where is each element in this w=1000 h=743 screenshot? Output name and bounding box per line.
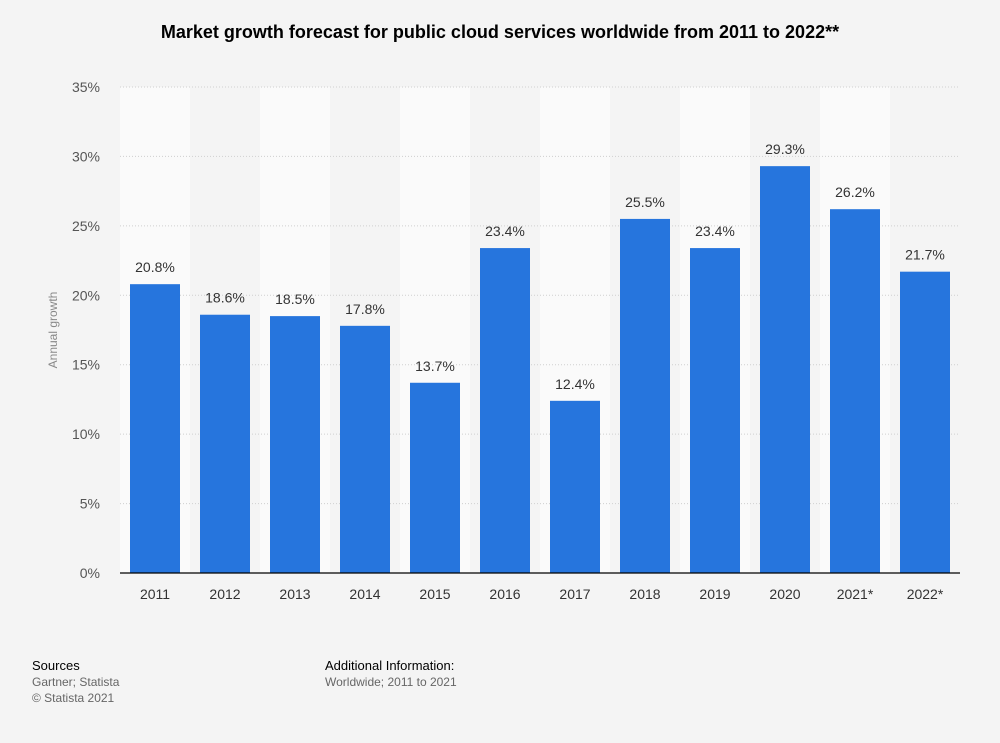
additional-info-line: Worldwide; 2011 to 2021 xyxy=(325,675,457,689)
y-tick-label: 0% xyxy=(80,565,100,581)
x-tick-label: 2016 xyxy=(489,586,520,602)
chart-title: Market growth forecast for public cloud … xyxy=(160,22,840,42)
x-tick-label: 2021* xyxy=(837,586,874,602)
bar xyxy=(830,209,880,574)
data-label: 13.7% xyxy=(415,358,455,374)
bar xyxy=(340,325,390,573)
bar xyxy=(760,166,810,574)
bar-chart: 0% 5% 10% 15% 20% 25% 30% 35% Annual growth 20.8%… xyxy=(46,79,960,602)
data-label: 21.7% xyxy=(905,247,945,263)
x-tick-label: 2019 xyxy=(699,586,730,602)
x-tick-label: 2011 xyxy=(140,586,170,602)
bar xyxy=(690,248,740,573)
y-tick-label: 10% xyxy=(72,426,100,442)
y-tick-label: 20% xyxy=(72,287,100,303)
data-label: 12.4% xyxy=(555,376,595,392)
y-axis-label: Annual growth xyxy=(46,292,60,369)
bar xyxy=(270,316,320,573)
data-label: 18.5% xyxy=(275,291,315,307)
data-label: 25.5% xyxy=(625,194,665,210)
copyright-line: © Statista 2021 xyxy=(32,691,115,705)
bar xyxy=(900,271,950,573)
additional-info-block: Additional Information: Worldwide; 2011 … xyxy=(325,658,457,690)
data-label: 29.3% xyxy=(765,141,805,157)
x-tick-label: 2018 xyxy=(629,586,660,602)
data-label: 20.8% xyxy=(135,259,175,275)
y-tick-label: 35% xyxy=(72,79,100,95)
sources-heading: Sources xyxy=(32,658,80,673)
data-label: 18.6% xyxy=(205,290,245,306)
x-tick-label: 2017 xyxy=(559,586,590,602)
y-tick-label: 25% xyxy=(72,218,100,234)
bar xyxy=(480,248,530,573)
bar xyxy=(550,400,600,573)
x-tick-label: 2022* xyxy=(907,586,944,602)
y-tick-label: 5% xyxy=(80,496,100,512)
bar xyxy=(130,284,180,573)
x-tick-label: 2014 xyxy=(349,586,380,602)
bar xyxy=(620,218,670,573)
x-tick-label: 2015 xyxy=(419,586,450,602)
y-tick-label: 30% xyxy=(72,148,100,164)
x-tick-label: 2020 xyxy=(769,586,800,602)
additional-info-heading: Additional Information: xyxy=(325,658,455,673)
y-tick-label: 15% xyxy=(72,357,100,373)
data-label: 26.2% xyxy=(835,184,875,200)
sources-line: Gartner; Statista xyxy=(32,675,120,689)
x-tick-label: 2012 xyxy=(209,586,240,602)
sources-block: Sources Gartner; Statista © Statista 202… xyxy=(32,658,119,706)
bar xyxy=(410,382,460,573)
data-label: 23.4% xyxy=(695,223,735,239)
x-tick-label: 2013 xyxy=(279,586,310,602)
data-label: 17.8% xyxy=(345,301,385,317)
bar xyxy=(200,314,250,573)
data-label: 23.4% xyxy=(485,223,525,239)
